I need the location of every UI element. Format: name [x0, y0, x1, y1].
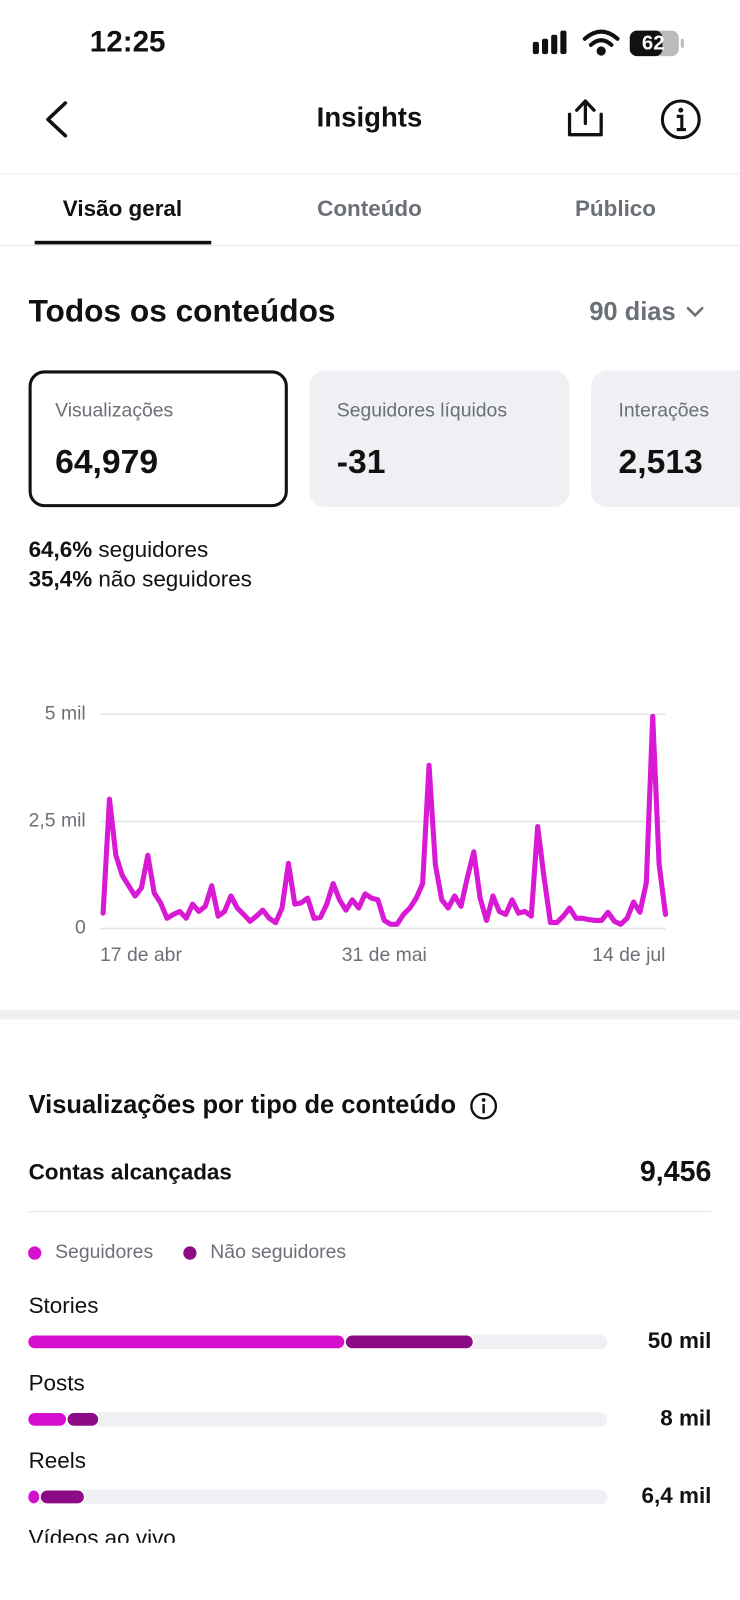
- bar-track: [27, 1412, 608, 1427]
- reach-value: 9,456: [640, 1156, 711, 1188]
- share-button[interactable]: [567, 99, 603, 137]
- metric-card[interactable]: [590, 370, 740, 508]
- info-button[interactable]: [470, 1092, 498, 1120]
- breakdown-percent: 64,6%: [29, 537, 93, 562]
- bar-chart: Seguidores Não seguidores Stories 50 mil Pos…: [26, 1241, 712, 1581]
- legend-label: Não seguidores: [210, 1241, 346, 1263]
- tab-active[interactable]: Visão geral: [63, 196, 182, 221]
- battery-icon: 62: [629, 30, 684, 57]
- bar-segment: [66, 1411, 100, 1428]
- category-label: Vídeos ao vivo: [29, 1526, 176, 1551]
- section-title: Visualizações por tipo de conteúdo: [29, 1091, 456, 1119]
- category-label: Reels: [29, 1448, 86, 1473]
- tab-indicator: [34, 240, 212, 245]
- wifi-icon: [582, 29, 620, 56]
- reach-label: Contas alcançadas: [29, 1159, 232, 1184]
- line-series: [100, 713, 669, 927]
- battery-level: 62: [642, 32, 665, 54]
- period-label: 90 dias: [589, 298, 675, 326]
- metric-card-selected[interactable]: [28, 370, 288, 508]
- bar-total-label: 50 mil: [648, 1328, 712, 1353]
- bar-segment: [344, 1333, 475, 1350]
- card-label: Interações: [619, 399, 709, 421]
- status-time: 12:25: [90, 26, 166, 59]
- legend-marker: [28, 1246, 42, 1260]
- legend-label: Seguidores: [55, 1241, 153, 1263]
- bar-segment: [26, 1411, 68, 1428]
- header-title: Insights: [317, 102, 423, 133]
- category-label: Posts: [29, 1371, 85, 1396]
- x-tick-label: 31 de mai: [342, 944, 427, 966]
- category-label: Stories: [29, 1293, 99, 1318]
- breakdown-line: 64,6% seguidores: [29, 537, 209, 562]
- section-title: Todos os conteúdos: [29, 293, 336, 329]
- bar-segment: [26, 1333, 346, 1350]
- bar-segment: [26, 1489, 41, 1505]
- line-chart: 0 2,5 mil 5 mil 17 de abr 31 de mai 14 de jul: [29, 702, 669, 966]
- bar-track: [27, 1489, 608, 1505]
- breakdown-label: não seguidores: [98, 567, 251, 592]
- y-tick-label: 0: [75, 917, 86, 939]
- card-label: Visualizações: [55, 399, 173, 421]
- bar-segment: [39, 1489, 86, 1505]
- breakdown-percent: 35,4%: [29, 567, 93, 592]
- card-value: 64,979: [55, 444, 158, 481]
- tab[interactable]: Conteúdo: [317, 196, 422, 221]
- signal-icon: [532, 30, 567, 55]
- back-button[interactable]: [46, 101, 68, 138]
- bar-total-label: 8 mil: [660, 1405, 711, 1430]
- legend-marker: [183, 1246, 197, 1260]
- card-value: 2,513: [619, 444, 703, 481]
- x-tick-label: 17 de abr: [100, 944, 182, 966]
- bar-total-label: 6,4 mil: [642, 1483, 712, 1508]
- breakdown-label: seguidores: [98, 537, 208, 562]
- breakdown-line: 35,4% não seguidores: [29, 567, 252, 592]
- y-tick-label: 2,5 mil: [29, 810, 86, 832]
- x-tick-label: 14 de jul: [592, 944, 665, 966]
- card-label: Seguidores líquidos: [337, 399, 507, 421]
- y-tick-label: 5 mil: [45, 702, 86, 724]
- bar-track: [28, 1567, 608, 1581]
- section-separator: [0, 1010, 740, 1020]
- period-dropdown[interactable]: 90 dias: [589, 298, 704, 326]
- info-button[interactable]: [660, 99, 701, 140]
- metric-card[interactable]: [309, 370, 570, 508]
- card-value: -31: [337, 444, 386, 481]
- tab[interactable]: Público: [575, 196, 656, 221]
